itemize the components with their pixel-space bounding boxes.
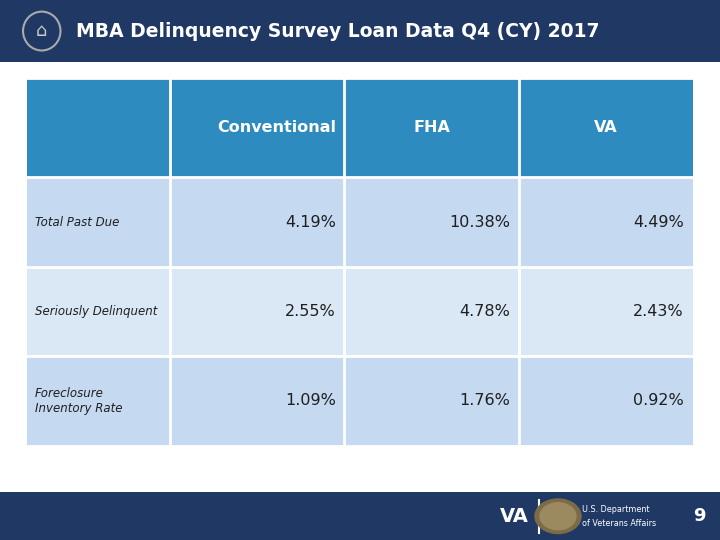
Circle shape [535, 499, 581, 534]
Text: 2.55%: 2.55% [285, 304, 336, 319]
Text: FHA: FHA [413, 120, 450, 136]
Text: 1.76%: 1.76% [459, 393, 510, 408]
Text: 4.49%: 4.49% [634, 214, 684, 230]
Bar [344, 78, 518, 178]
Bar [171, 267, 344, 356]
Text: 4.19%: 4.19% [285, 214, 336, 230]
Text: Conventional: Conventional [217, 120, 336, 136]
Text: VA: VA [594, 120, 618, 136]
Bar [27, 178, 171, 267]
Text: 1.09%: 1.09% [285, 393, 336, 408]
Text: ⌂: ⌂ [36, 22, 48, 40]
Text: Seriously Delinquent: Seriously Delinquent [35, 305, 157, 318]
Bar [518, 78, 693, 178]
Bar [518, 356, 693, 446]
Text: Foreclosure
Inventory Rate: Foreclosure Inventory Rate [35, 387, 122, 415]
Bar [518, 178, 693, 267]
Bar [171, 178, 344, 267]
Text: MBA Delinquency Survey Loan Data Q4 (CY) 2017: MBA Delinquency Survey Loan Data Q4 (CY)… [76, 22, 599, 40]
Bar [0, 492, 720, 540]
Text: 2.43%: 2.43% [634, 304, 684, 319]
Bar [518, 267, 693, 356]
Text: 9: 9 [693, 507, 706, 525]
Bar [27, 356, 171, 446]
Bar [344, 178, 518, 267]
Text: VA: VA [500, 507, 529, 526]
Text: of Veterans Affairs: of Veterans Affairs [582, 519, 656, 528]
Bar [344, 356, 518, 446]
Bar [0, 0, 720, 62]
Bar [171, 78, 344, 178]
Bar [171, 356, 344, 446]
Text: U.S. Department: U.S. Department [582, 505, 649, 514]
Bar [344, 267, 518, 356]
Text: 10.38%: 10.38% [449, 214, 510, 230]
Circle shape [540, 503, 576, 530]
Text: 0.92%: 0.92% [634, 393, 684, 408]
Bar [27, 78, 171, 178]
Text: 4.78%: 4.78% [459, 304, 510, 319]
Bar [27, 267, 171, 356]
Text: Total Past Due: Total Past Due [35, 215, 119, 228]
